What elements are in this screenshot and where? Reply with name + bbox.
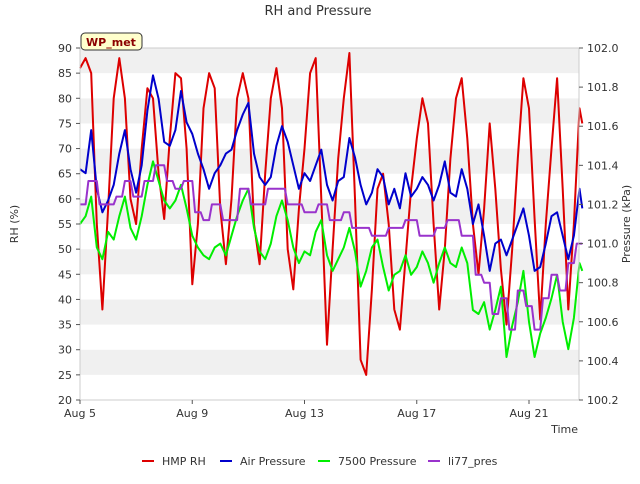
y-left-tick-label: 70 — [58, 143, 72, 156]
grid-band — [80, 374, 579, 400]
y-right-tick-label: 102.0 — [587, 42, 619, 55]
grid-band — [80, 173, 579, 199]
y-right-tick-label: 100.8 — [587, 277, 619, 290]
series-line-hmp-rh — [79, 52, 584, 376]
y-right-tick-label: 100.6 — [587, 316, 619, 329]
grid-band — [80, 324, 579, 350]
y-left-tick-label: 80 — [58, 92, 72, 105]
grid-band — [80, 148, 579, 174]
y-right-tick-label: 101.6 — [587, 120, 619, 133]
y-right-tick-label: 100.4 — [587, 355, 619, 368]
x-tick-label: Aug 21 — [510, 407, 549, 420]
y-left-tick-label: 30 — [58, 344, 72, 357]
y-left-tick-label: 60 — [58, 193, 72, 206]
series-line-air-pressure — [79, 74, 584, 272]
y-right-tick-label: 100.2 — [587, 394, 619, 407]
grid-band — [80, 98, 579, 124]
x-tick-label: Aug 17 — [397, 407, 436, 420]
grid-bands — [80, 48, 579, 400]
y-left-tick-label: 65 — [58, 168, 72, 181]
y-left-tick-label: 90 — [58, 42, 72, 55]
grid-band — [80, 73, 579, 99]
y-left-tick-label: 75 — [58, 117, 72, 130]
legend-label: li77_pres — [448, 455, 498, 468]
y-left-tick-label: 55 — [58, 218, 72, 231]
y-right-axis-label: Pressure (kPa) — [620, 185, 633, 263]
y-left-tick-label: 45 — [58, 268, 72, 281]
y-left-tick-label: 25 — [58, 369, 72, 382]
grid-band — [80, 349, 579, 375]
series-line-7500-pressure — [79, 160, 584, 358]
y-right-tick-label: 101.2 — [587, 198, 619, 211]
x-tick-label: Aug 5 — [64, 407, 96, 420]
legend-label: 7500 Pressure — [338, 455, 417, 468]
station-label-box — [80, 32, 143, 51]
series-layer — [79, 52, 584, 376]
y-left-tick-label: 35 — [58, 319, 72, 332]
y-right-tick-label: 101.8 — [587, 81, 619, 94]
chart-title: RH and Pressure — [264, 4, 371, 19]
y-left-tick-label: 85 — [58, 67, 72, 80]
axes-layer: 20 25 30 35 40 45 50 55 60 65 70 75 80 85 90 100.2 100.4… — [8, 4, 633, 436]
grid-band — [80, 48, 579, 74]
series-line-li77-pres — [80, 164, 583, 331]
y-left-tick-label: 40 — [58, 293, 72, 306]
grid-band — [80, 224, 579, 250]
x-tick-label: Aug 13 — [285, 407, 324, 420]
y-right-tick-label: 101.4 — [587, 159, 619, 172]
legend-label: Air Pressure — [240, 455, 306, 468]
station-label: WP_met — [86, 36, 136, 49]
y-left-tick-label: 50 — [58, 243, 72, 256]
y-right-tick-label: 101.0 — [587, 238, 619, 251]
y-left-axis-label: RH (%) — [8, 205, 21, 243]
legend: HMP RH Air Pressure 7500 Pressure li77_pres — [142, 455, 498, 468]
x-tick-label: Aug 9 — [176, 407, 208, 420]
y-left-tick-label: 20 — [58, 394, 72, 407]
legend-label: HMP RH — [162, 455, 206, 468]
x-axis-label: Time — [550, 423, 578, 436]
